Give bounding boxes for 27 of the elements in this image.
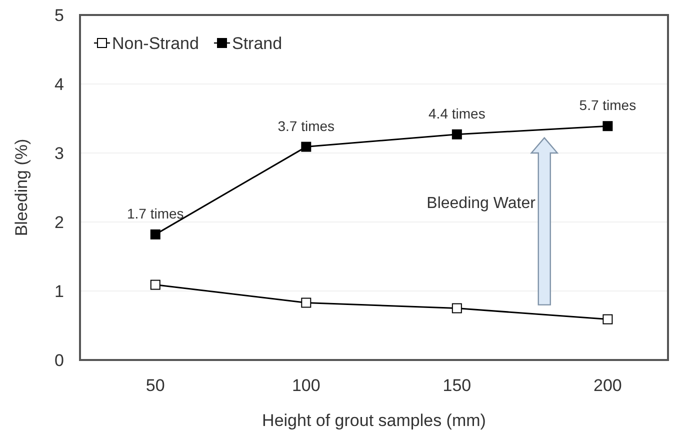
y-axis-title: Bleeding (%) bbox=[12, 138, 31, 236]
point bbox=[602, 121, 613, 132]
annotation: 5.7 times bbox=[579, 97, 636, 114]
annotation: 4.4 times bbox=[428, 105, 486, 122]
annotation: Bleeding Water bbox=[426, 195, 536, 212]
annotation: 3.7 times bbox=[278, 118, 335, 134]
x-tick-label: 50 bbox=[146, 376, 165, 395]
legend-label: Strand bbox=[232, 34, 282, 53]
point bbox=[301, 142, 312, 152]
x-tick-label: 200 bbox=[594, 376, 622, 395]
point bbox=[301, 298, 312, 308]
legend-label: Non-Strand bbox=[112, 34, 199, 53]
x-tick-label: 150 bbox=[442, 376, 472, 395]
y-tick-label: 1 bbox=[54, 282, 64, 301]
point bbox=[452, 303, 462, 314]
point bbox=[150, 280, 160, 290]
y-tick-label: 5 bbox=[54, 6, 64, 25]
y-tick-label: 2 bbox=[54, 212, 64, 232]
point bbox=[150, 229, 160, 240]
annotation: 1.7 times bbox=[126, 205, 184, 222]
x-axis-title: Height of grout samples (mm) bbox=[262, 411, 486, 430]
point bbox=[602, 314, 613, 324]
y-tick-label: 3 bbox=[54, 144, 64, 163]
x-tick-label: 100 bbox=[292, 376, 320, 395]
y-tick-label: 4 bbox=[54, 74, 64, 94]
point bbox=[452, 129, 462, 140]
y-tick-label: 0 bbox=[54, 350, 64, 370]
